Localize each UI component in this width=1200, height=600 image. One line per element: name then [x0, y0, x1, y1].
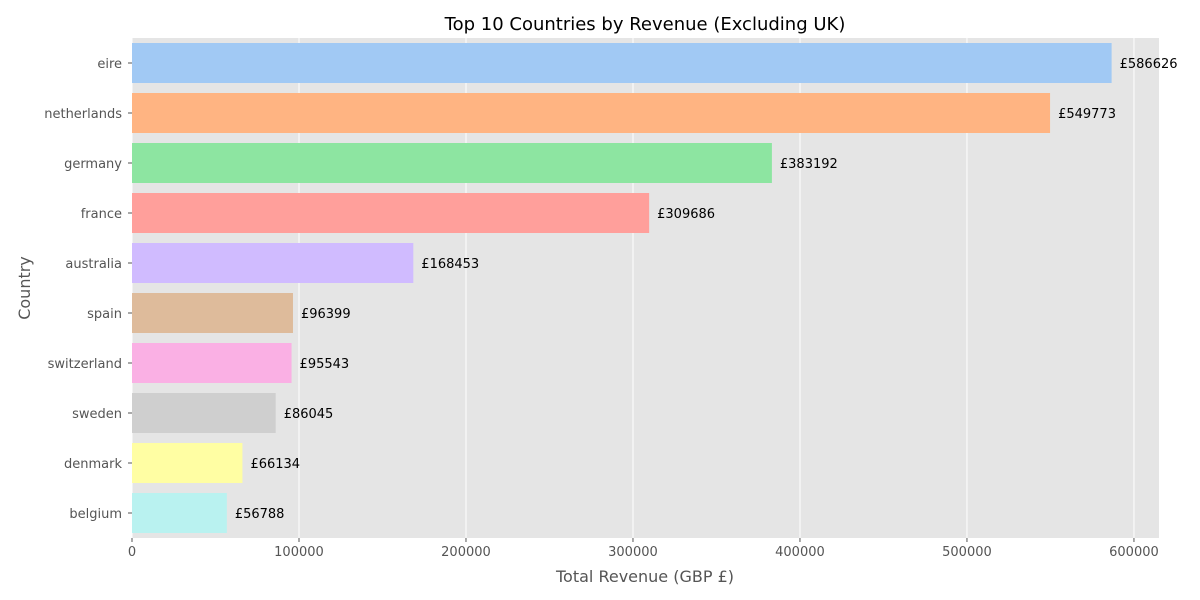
data-label-denmark: £66134 — [250, 457, 300, 472]
data-label-eire: £586626 — [1120, 57, 1178, 72]
x-tick-label: 400000 — [775, 545, 825, 560]
data-labels: £586626 £549773 £383192 £309686 £168453 £9639… — [235, 57, 1178, 522]
x-tick-label: 0 — [128, 545, 136, 560]
bar-belgium — [132, 493, 227, 533]
bar-australia — [132, 243, 414, 283]
bar-netherlands — [132, 93, 1051, 133]
x-tick-label: 500000 — [942, 545, 992, 560]
data-label-belgium: £56788 — [235, 507, 285, 522]
data-label-sweden: £86045 — [284, 407, 334, 422]
bar-switzerland — [132, 343, 292, 383]
bar-denmark — [132, 443, 243, 483]
bar-sweden — [132, 393, 276, 433]
chart-title: Top 10 Countries by Revenue (Excluding U… — [444, 14, 846, 35]
y-tick-label-belgium: belgium — [69, 507, 122, 522]
y-tick-label-australia: australia — [65, 257, 122, 272]
x-tick-labels: 0 100000 200000 300000 400000 500000 600000 — [128, 538, 1159, 560]
y-tick-label-eire: eire — [97, 57, 122, 72]
data-label-australia: £168453 — [421, 257, 479, 272]
bar-eire — [132, 43, 1112, 83]
data-label-france: £309686 — [657, 207, 715, 222]
y-tick-label-denmark: denmark — [64, 457, 122, 472]
x-tick-label: 600000 — [1109, 545, 1159, 560]
bar-germany — [132, 143, 772, 183]
y-tick-label-netherlands: netherlands — [44, 107, 122, 122]
y-tick-labels: eire netherlands germany france australia spa… — [44, 57, 132, 522]
x-tick-label: 300000 — [608, 545, 658, 560]
data-label-switzerland: £95543 — [300, 357, 350, 372]
bar-france — [132, 193, 650, 233]
data-label-spain: £96399 — [301, 307, 351, 322]
x-tick-label: 200000 — [441, 545, 491, 560]
bar-spain — [132, 293, 293, 333]
bars — [132, 43, 1112, 533]
y-tick-label-switzerland: switzerland — [48, 357, 122, 372]
data-label-netherlands: £549773 — [1058, 107, 1116, 122]
y-tick-label-spain: spain — [87, 307, 122, 322]
y-axis-label: Country — [15, 256, 34, 320]
x-axis-label: Total Revenue (GBP £) — [555, 567, 734, 586]
x-tick-label: 100000 — [274, 545, 324, 560]
y-tick-label-france: france — [81, 207, 122, 222]
y-tick-label-germany: germany — [64, 157, 122, 172]
data-label-germany: £383192 — [780, 157, 838, 172]
y-tick-label-sweden: sweden — [72, 407, 122, 422]
